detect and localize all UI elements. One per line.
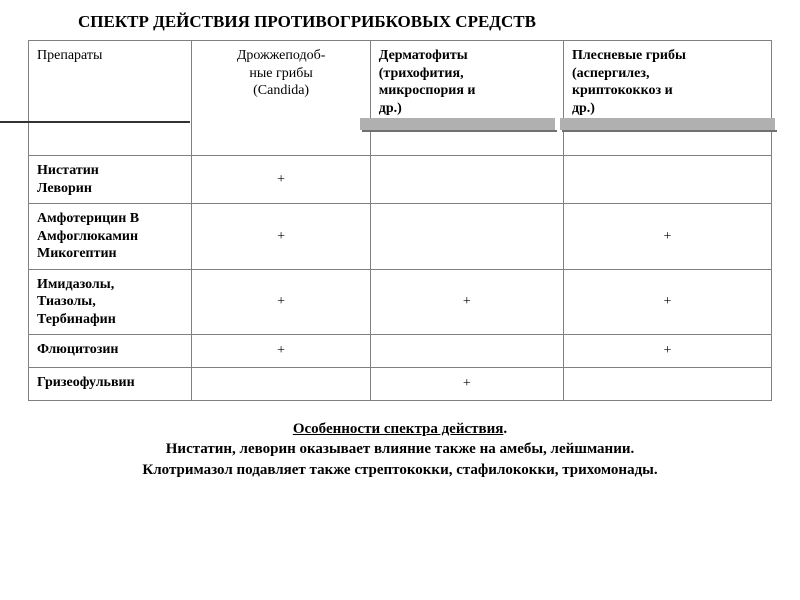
drug-name: Гризеофульвин bbox=[37, 375, 135, 390]
slide: СПЕКТР ДЕЙСТВИЯ ПРОТИВОГРИБКОВЫХ СРЕДСТВ… bbox=[0, 0, 800, 600]
drug-name: Леворин bbox=[37, 181, 92, 196]
col-header-line: Дрожжеподоб- bbox=[237, 48, 326, 63]
mark-cell bbox=[370, 156, 563, 204]
mark-cell bbox=[370, 204, 563, 270]
table-row: Флюцитозин + + bbox=[29, 335, 772, 368]
footer-underlined: Особенности спектра действия bbox=[293, 421, 504, 437]
mark-cell: + bbox=[192, 204, 370, 270]
col-header-dermatophytes: Дерматофиты (трихофития, микроспория и д… bbox=[370, 41, 563, 156]
mark-cell bbox=[563, 156, 771, 204]
drug-name: Тербинафин bbox=[37, 312, 116, 327]
mark-cell: + bbox=[563, 269, 771, 335]
col-header-line: Дерматофиты bbox=[379, 48, 468, 63]
mark-cell bbox=[563, 368, 771, 401]
drug-cell: Имидазолы, Тиазолы, Тербинафин bbox=[29, 269, 192, 335]
drug-name: Тиазолы, bbox=[37, 294, 96, 309]
col-header-line: микроспория и bbox=[379, 83, 476, 98]
footer-notes: Особенности спектра действия. Нистатин, … bbox=[28, 419, 772, 480]
footer-punct: . bbox=[503, 421, 507, 437]
table-head: Препараты Дрожжеподоб- ные грибы (Candid… bbox=[29, 41, 772, 156]
mark-cell: + bbox=[563, 335, 771, 368]
drug-cell: Амфотерицин В Амфоглюкамин Микогептин bbox=[29, 204, 192, 270]
col-header-text: Препараты bbox=[37, 48, 102, 63]
table-body: Нистатин Леворин + Амфотерицин В Амфоглю… bbox=[29, 156, 772, 401]
mark-cell: + bbox=[192, 269, 370, 335]
table-row: Имидазолы, Тиазолы, Тербинафин + + + bbox=[29, 269, 772, 335]
mark-cell: + bbox=[370, 368, 563, 401]
mark-cell: + bbox=[370, 269, 563, 335]
drug-name: Нистатин bbox=[37, 163, 99, 178]
col-header-line: криптококкоз и bbox=[572, 83, 673, 98]
drug-cell: Гризеофульвин bbox=[29, 368, 192, 401]
page-title: СПЕКТР ДЕЙСТВИЯ ПРОТИВОГРИБКОВЫХ СРЕДСТВ bbox=[78, 12, 772, 32]
footer-line: Нистатин, леворин оказывает влияние такж… bbox=[166, 441, 634, 457]
col-header-line: (трихофития, bbox=[379, 66, 464, 81]
col-header-drugs: Препараты bbox=[29, 41, 192, 156]
col-header-molds: Плесневые грибы (аспергилез, криптококко… bbox=[563, 41, 771, 156]
table-row: Амфотерицин В Амфоглюкамин Микогептин + … bbox=[29, 204, 772, 270]
drug-name: Амфотерицин В bbox=[37, 211, 139, 226]
mark-cell: + bbox=[192, 156, 370, 204]
table-row: Гризеофульвин + bbox=[29, 368, 772, 401]
spectrum-table: Препараты Дрожжеподоб- ные грибы (Candid… bbox=[28, 40, 772, 401]
col-header-line: (Candida) bbox=[253, 83, 309, 98]
mark-cell bbox=[370, 335, 563, 368]
mark-cell: + bbox=[563, 204, 771, 270]
drug-name: Микогептин bbox=[37, 246, 117, 261]
table-row: Нистатин Леворин + bbox=[29, 156, 772, 204]
drug-name: Имидазолы, bbox=[37, 277, 114, 292]
footer-line: Клотримазол подавляет также стрептококки… bbox=[142, 462, 657, 478]
drug-name: Амфоглюкамин bbox=[37, 229, 138, 244]
col-header-line: др.) bbox=[572, 101, 595, 116]
mark-cell: + bbox=[192, 335, 370, 368]
mark-cell bbox=[192, 368, 370, 401]
col-header-line: др.) bbox=[379, 101, 402, 116]
drug-name: Флюцитозин bbox=[37, 342, 118, 357]
drug-cell: Флюцитозин bbox=[29, 335, 192, 368]
col-header-line: Плесневые грибы bbox=[572, 48, 686, 63]
drug-cell: Нистатин Леворин bbox=[29, 156, 192, 204]
col-header-line: ные грибы bbox=[249, 66, 312, 81]
col-header-line: (аспергилез, bbox=[572, 66, 650, 81]
col-header-candida: Дрожжеподоб- ные грибы (Candida) bbox=[192, 41, 370, 156]
